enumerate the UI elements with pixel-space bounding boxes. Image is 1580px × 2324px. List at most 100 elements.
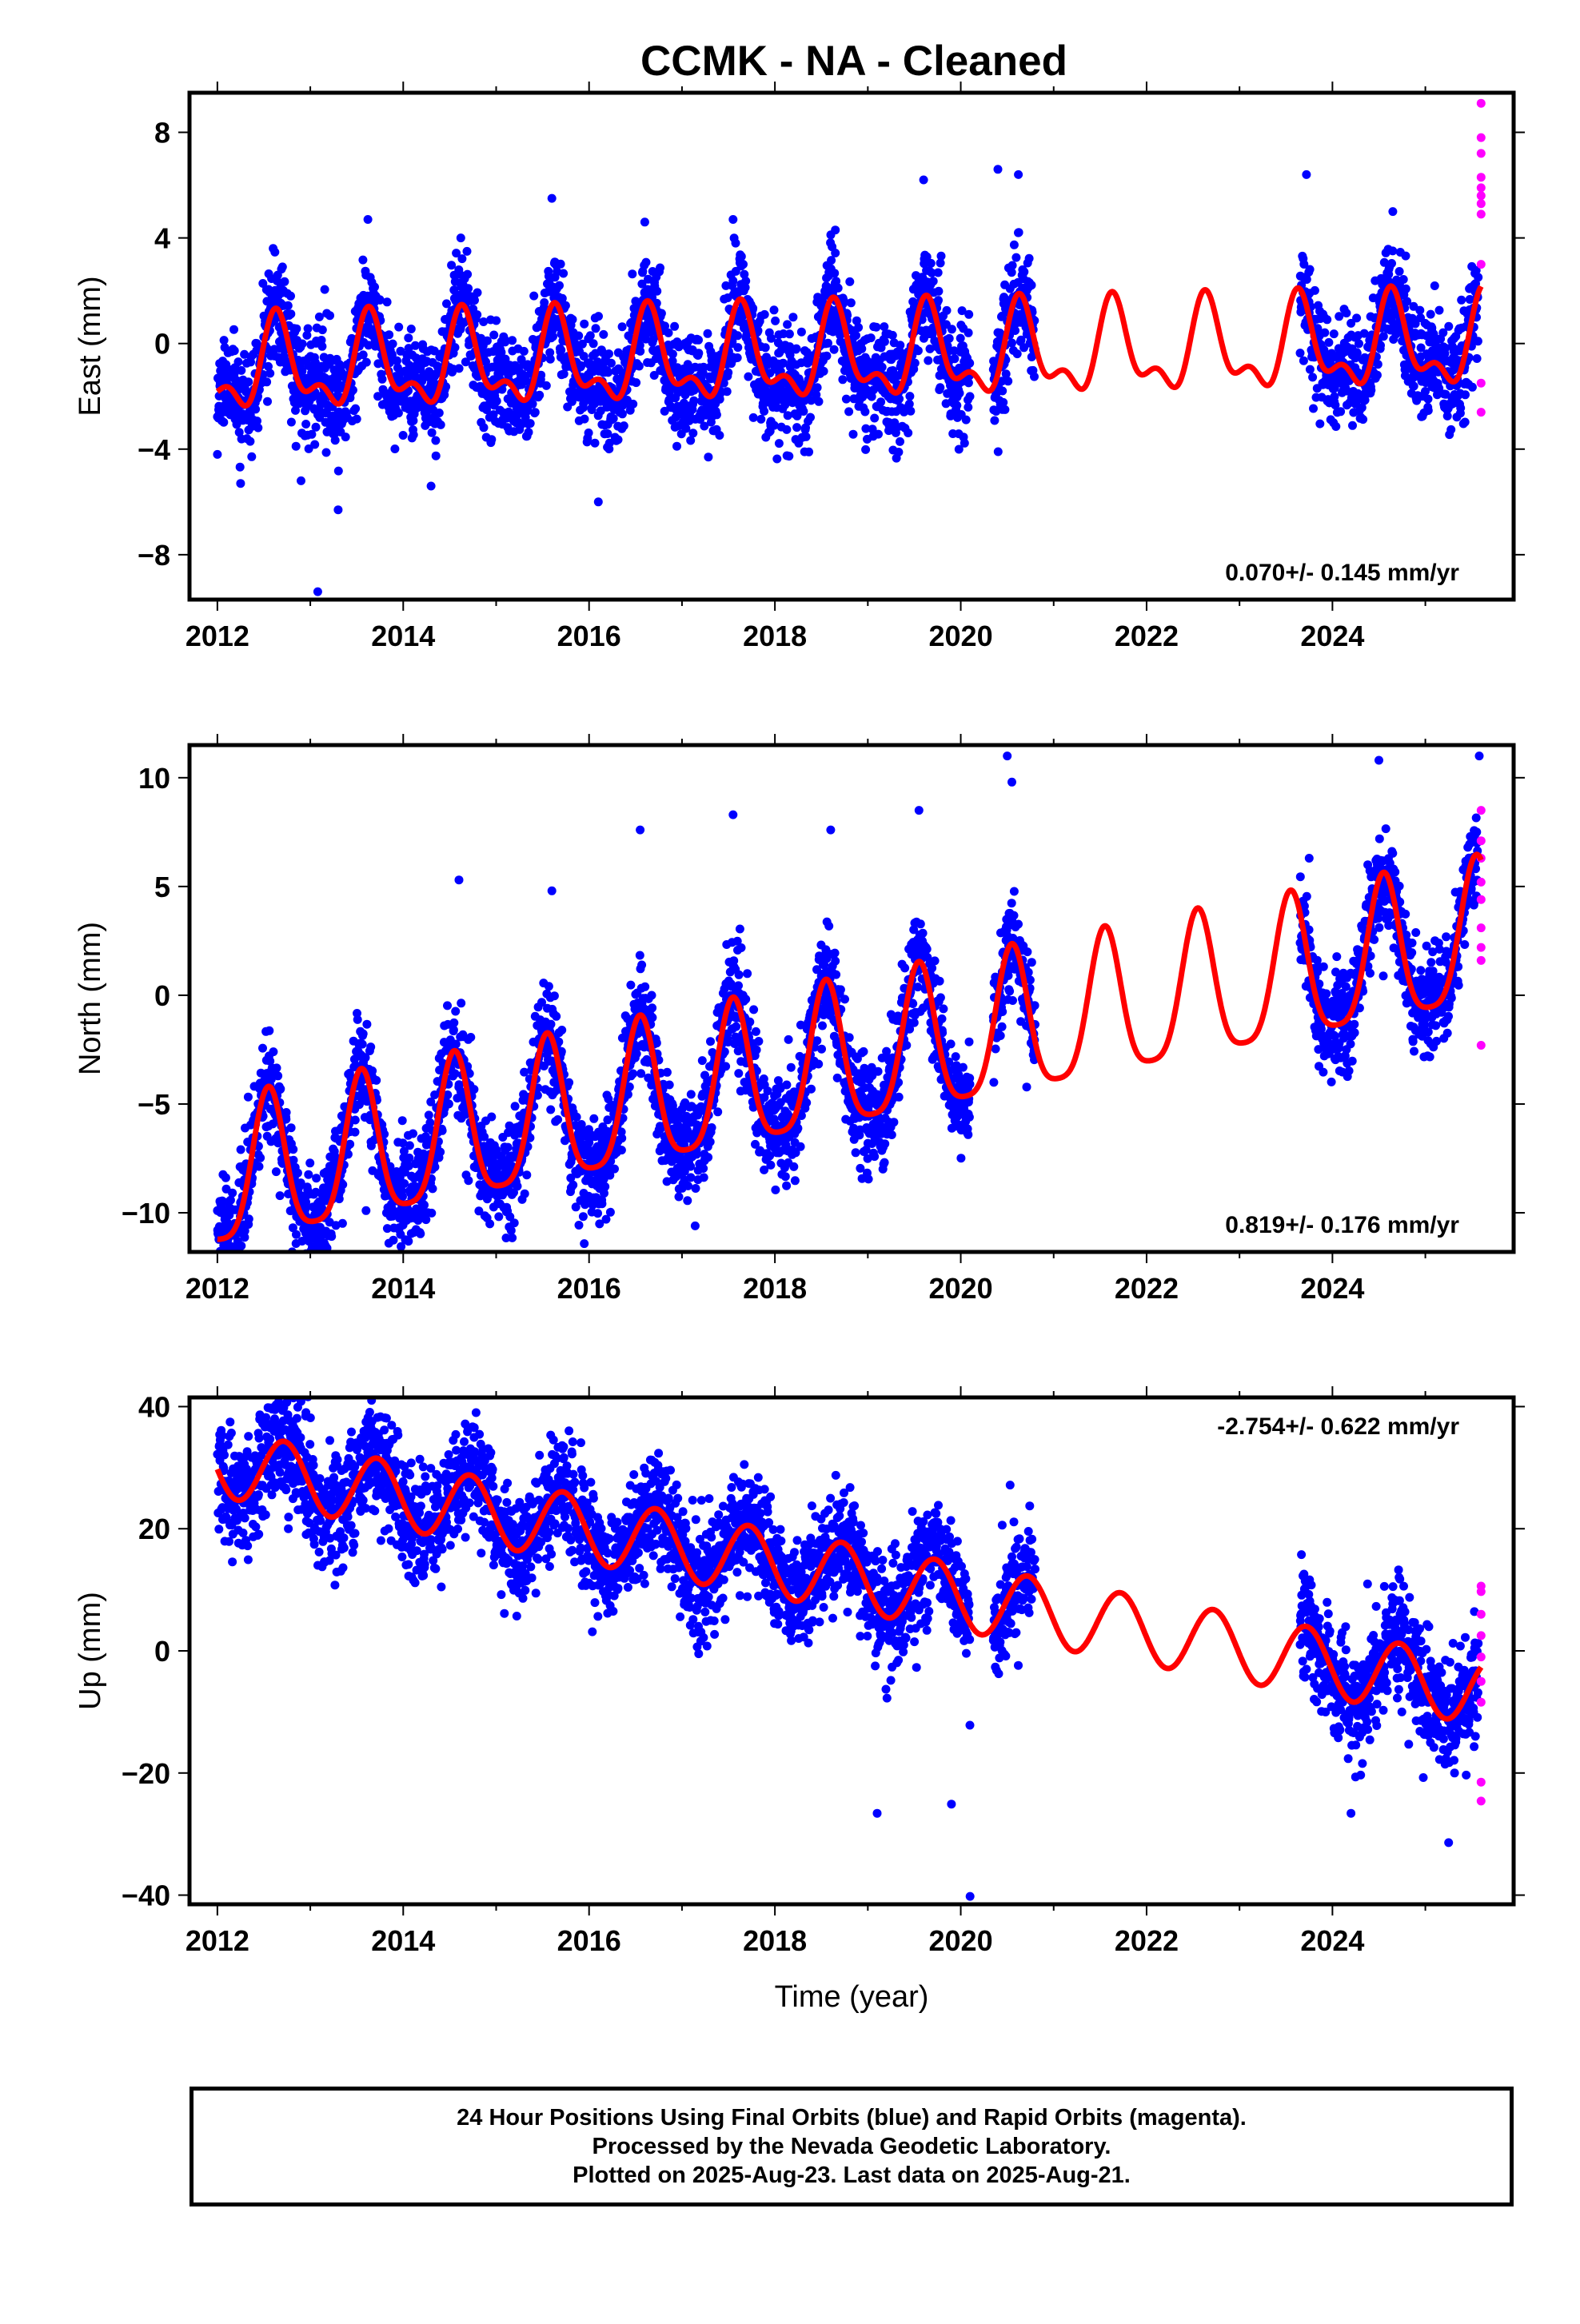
final-orbit-point <box>785 329 794 338</box>
final-orbit-point <box>966 392 975 401</box>
final-orbit-point <box>470 296 479 305</box>
final-orbit-outlier <box>920 176 928 185</box>
final-orbit-point <box>1430 281 1439 290</box>
final-orbit-point <box>449 1018 458 1027</box>
final-orbit-point <box>351 1128 360 1137</box>
y-tick-label: −4 <box>138 433 170 466</box>
final-orbit-point <box>929 277 938 285</box>
final-orbit-point <box>1402 252 1410 261</box>
final-orbit-point <box>318 325 327 334</box>
final-orbit-point <box>648 991 656 1000</box>
final-orbit-point <box>1311 286 1319 295</box>
final-orbit-point <box>455 364 464 373</box>
final-orbit-point <box>431 436 440 445</box>
final-orbit-point <box>642 258 651 267</box>
final-orbit-point <box>256 1154 265 1162</box>
final-orbit-point <box>487 435 496 444</box>
final-orbit-point <box>870 414 879 423</box>
final-orbit-point <box>258 1044 267 1053</box>
final-orbit-outlier <box>998 405 1007 414</box>
final-orbit-point <box>535 391 544 400</box>
final-orbit-point <box>952 401 961 410</box>
final-orbit-point <box>636 347 644 356</box>
final-orbit-point <box>670 322 679 331</box>
x-tick-label: 2016 <box>557 620 621 652</box>
final-orbit-point <box>799 407 808 416</box>
final-orbit-point <box>589 1114 598 1123</box>
final-orbit-point <box>1320 329 1329 337</box>
final-orbit-point <box>618 409 627 418</box>
final-orbit-point <box>427 1209 436 1218</box>
final-orbit-point <box>732 239 740 248</box>
final-orbit-point <box>520 347 529 356</box>
final-orbit-point <box>1359 415 1367 424</box>
final-orbit-point <box>956 334 965 343</box>
final-orbit-point <box>276 1191 285 1200</box>
final-orbit-point <box>888 331 897 340</box>
final-orbit-point <box>1299 357 1308 365</box>
final-orbit-point <box>1373 371 1382 380</box>
final-orbit-point <box>694 349 703 357</box>
rapid-orbit-point <box>1477 134 1486 142</box>
final-orbit-point <box>1008 261 1017 270</box>
final-orbit-point <box>715 431 724 440</box>
final-orbit-point <box>437 421 445 429</box>
final-orbit-point <box>1309 405 1318 413</box>
final-orbit-point <box>229 325 238 334</box>
final-orbit-point <box>872 323 880 332</box>
final-orbit-point <box>508 336 517 345</box>
final-orbit-point <box>1306 365 1315 374</box>
final-orbit-point <box>447 261 456 269</box>
final-orbit-point <box>473 289 482 297</box>
final-orbit-point <box>1306 265 1315 274</box>
final-orbit-point <box>792 423 801 432</box>
final-orbit-point <box>637 961 646 970</box>
final-orbit-point <box>815 397 824 406</box>
final-orbit-point <box>464 284 473 293</box>
final-orbit-point <box>894 448 903 456</box>
final-orbit-point <box>321 285 329 294</box>
final-orbit-point <box>372 1076 381 1085</box>
final-orbit-outlier <box>1388 207 1397 216</box>
final-orbit-point <box>1010 241 1019 249</box>
final-orbit-point <box>217 1262 226 1270</box>
final-orbit-point <box>937 252 946 261</box>
final-orbit-outlier <box>333 505 342 514</box>
final-orbit-point <box>574 332 583 341</box>
final-orbit-outlier <box>548 194 557 203</box>
rapid-orbit-point <box>1477 173 1486 181</box>
final-orbit-outlier <box>1444 400 1453 409</box>
final-orbit-point <box>585 429 593 437</box>
final-orbit-point <box>507 1226 516 1235</box>
final-orbit-point <box>331 436 340 444</box>
final-orbit-point <box>280 277 289 286</box>
final-orbit-point <box>704 329 712 338</box>
x-tick-label: 2024 <box>1300 620 1364 652</box>
final-orbit-point <box>545 982 553 991</box>
final-orbit-point <box>436 1148 445 1157</box>
final-orbit-point <box>526 419 535 428</box>
final-orbit-point <box>760 310 769 319</box>
final-orbit-point <box>628 1070 637 1078</box>
x-tick-label: 2012 <box>186 620 249 652</box>
final-orbit-point <box>312 423 321 432</box>
final-orbit-point <box>905 392 914 401</box>
final-orbit-outlier <box>269 244 277 253</box>
final-orbit-point <box>580 1239 589 1248</box>
final-orbit-point <box>964 403 972 412</box>
final-orbit-point <box>362 358 371 367</box>
final-orbit-point <box>1308 373 1317 381</box>
final-orbit-point <box>1367 386 1375 395</box>
final-orbit-point <box>964 329 973 337</box>
final-orbit-point <box>896 437 904 446</box>
final-orbit-point <box>860 408 869 417</box>
final-orbit-point <box>580 320 589 329</box>
final-orbit-point <box>303 1260 312 1269</box>
final-orbit-point <box>404 1237 413 1246</box>
final-orbit-point <box>626 981 635 990</box>
final-orbit-point <box>756 415 765 424</box>
final-orbit-point <box>1461 418 1470 427</box>
final-orbit-point <box>457 254 466 263</box>
final-orbit-point <box>389 1236 398 1245</box>
final-orbit-point <box>741 277 750 285</box>
